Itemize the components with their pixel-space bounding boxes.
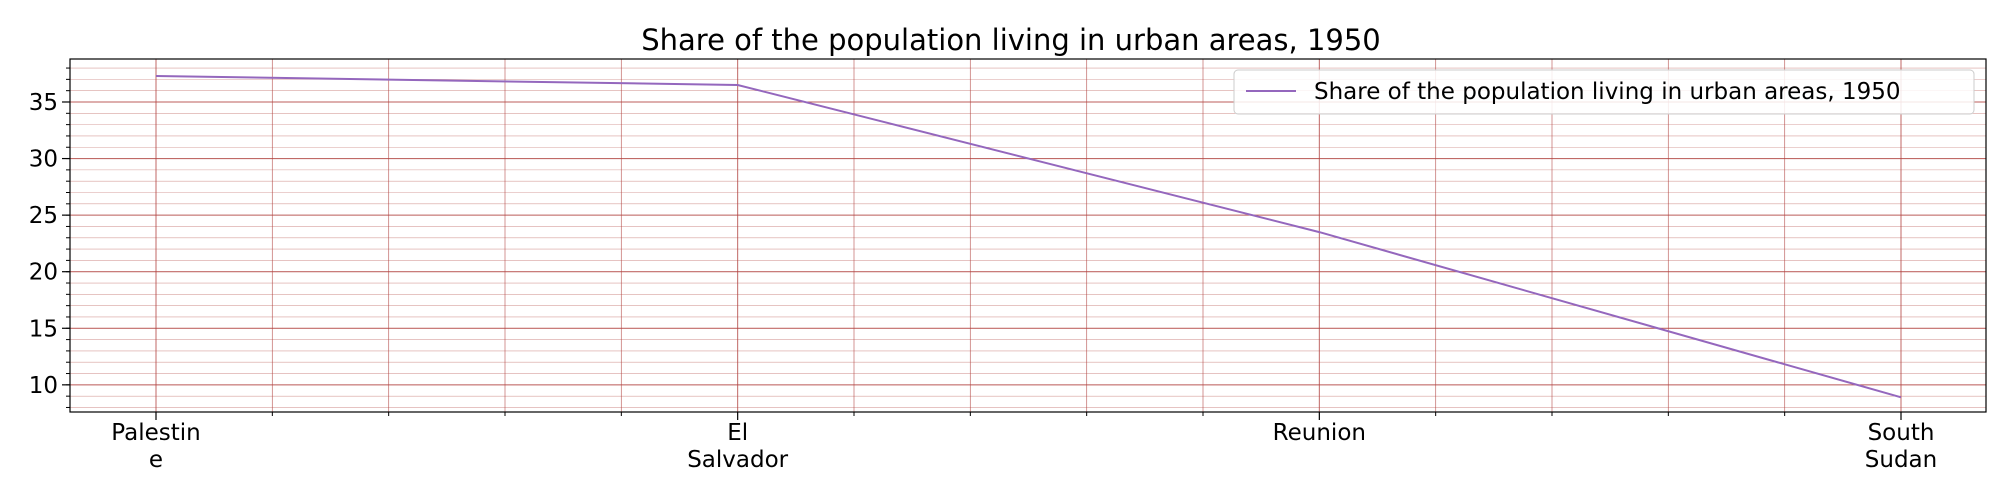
y-tick-label: 10: [29, 373, 58, 399]
x-tick-label-line: El: [727, 420, 748, 446]
x-tick-label: Palestin e: [111, 420, 200, 473]
legend: Share of the population living in urban …: [1233, 69, 1975, 115]
y-tick-label: 15: [29, 316, 58, 342]
y-tick-label: 20: [29, 260, 58, 286]
legend-box: [1233, 69, 1975, 115]
plot-area-frame: [69, 58, 1987, 413]
x-tick-label: South Sudan: [1865, 420, 1937, 473]
x-tick-label-line: South: [1868, 420, 1935, 446]
x-tick-label-line: e: [149, 447, 163, 473]
x-tick-label-line: Palestin: [111, 420, 200, 446]
x-tick-label-line: Reunion: [1273, 420, 1366, 446]
x-tick-label: El Salvador: [687, 420, 788, 473]
x-axis: Palestin e El Salvador Reunion South Sudan: [111, 412, 1937, 473]
y-axis: 10 15 20 25 30 35: [29, 67, 70, 408]
x-tick-label-line: Sudan: [1865, 447, 1937, 473]
legend-label: Share of the population living in urban …: [1314, 79, 1901, 105]
series-layer: [155, 75, 1902, 399]
y-tick-label: 30: [29, 147, 58, 173]
x-tick-label: Reunion: [1273, 420, 1366, 446]
y-tick-label: 35: [29, 90, 58, 116]
series-line-0: [155, 75, 1902, 399]
chart-title: Share of the population living in urban …: [641, 23, 1381, 57]
y-tick-label: 25: [29, 203, 58, 229]
x-tick-label-line: Salvador: [687, 447, 788, 473]
